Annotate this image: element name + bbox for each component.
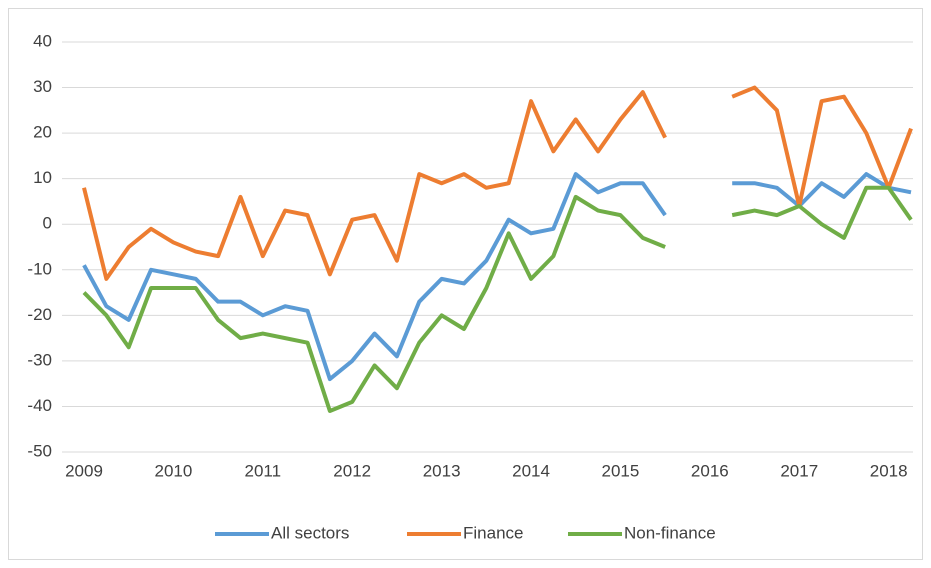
y-tick-label: -30 [27, 350, 52, 369]
y-tick-label: 20 [33, 123, 52, 142]
y-tick-label: 30 [33, 77, 52, 96]
x-tick-label: 2012 [333, 461, 371, 480]
legend-label: Finance [463, 523, 523, 542]
x-tick-label: 2011 [245, 461, 282, 480]
legend-label: All sectors [271, 523, 349, 542]
x-tick-label: 2017 [780, 461, 818, 480]
y-tick-label: 40 [33, 31, 52, 50]
x-tick-label: 2009 [65, 461, 103, 480]
x-tick-label: 2016 [691, 461, 729, 480]
x-tick-label: 2013 [423, 461, 461, 480]
y-tick-label: -40 [27, 396, 52, 415]
y-tick-label: 0 [43, 214, 52, 233]
x-tick-label: 2014 [512, 461, 550, 480]
x-tick-label: 2018 [870, 461, 908, 480]
x-tick-label: 2015 [602, 461, 640, 480]
y-tick-label: -20 [27, 305, 52, 324]
y-tick-label: -10 [27, 259, 52, 278]
series-line [82, 85, 913, 281]
legend-label: Non-finance [624, 523, 716, 542]
x-tick-label: 2010 [154, 461, 192, 480]
series-line [82, 172, 912, 382]
y-tick-label: 10 [33, 168, 52, 187]
series-line [82, 185, 913, 413]
y-tick-label: -50 [27, 441, 52, 460]
